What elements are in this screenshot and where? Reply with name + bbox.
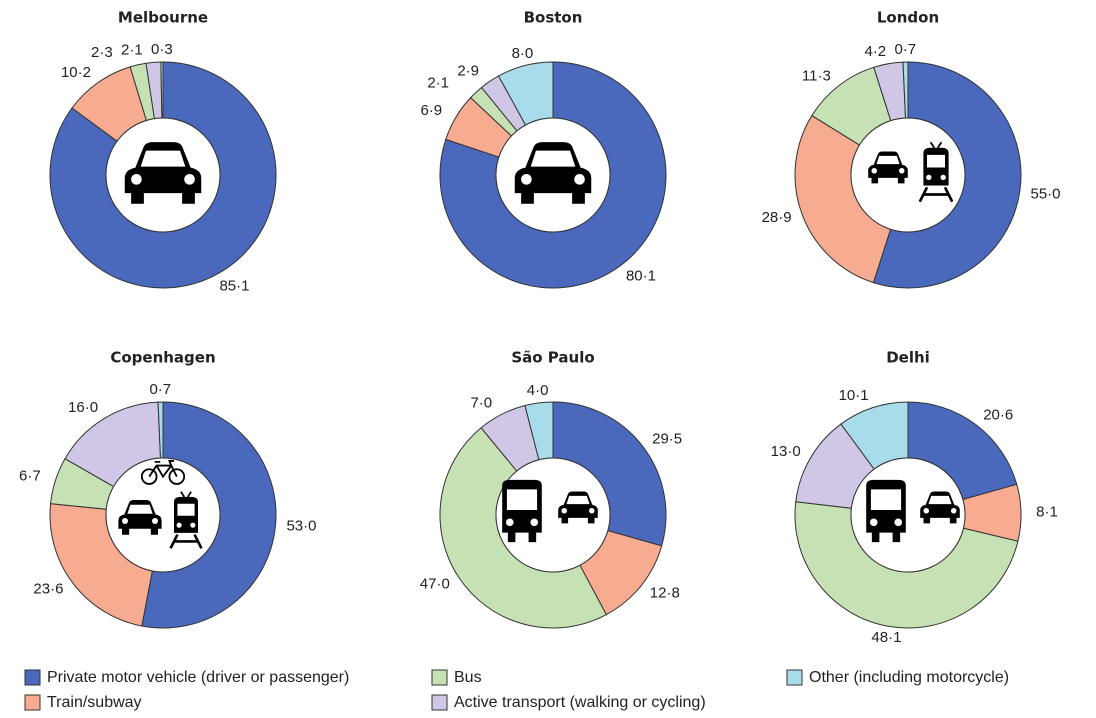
donut-chart: Boston 80·1 6·9 2·1 2·9 8·0 xyxy=(420,9,667,289)
value-label: 11·3 xyxy=(802,67,831,84)
value-label: 48·1 xyxy=(871,629,901,646)
value-label: 8·0 xyxy=(512,45,534,62)
value-label: 10·2 xyxy=(61,64,91,81)
legend-swatch xyxy=(786,669,803,686)
value-label: 0·7 xyxy=(149,381,171,398)
value-label: 53·0 xyxy=(286,518,316,535)
chart-title: Delhi xyxy=(886,349,930,367)
donut-hole xyxy=(105,457,221,573)
legend-swatch xyxy=(24,694,41,711)
legend-label: Other (including motorcycle) xyxy=(809,669,1009,686)
chart-title: London xyxy=(877,9,939,27)
legend-label: Train/subway xyxy=(47,694,142,711)
value-label: 4·0 xyxy=(527,382,549,399)
value-label: 12·8 xyxy=(650,584,680,601)
value-label: 8·1 xyxy=(1036,503,1058,520)
value-label: 2·9 xyxy=(457,62,479,79)
value-label: 20·6 xyxy=(983,406,1013,423)
value-label: 0·3 xyxy=(151,41,173,58)
value-label: 2·1 xyxy=(427,75,449,92)
value-label: 6·9 xyxy=(420,102,442,119)
value-label: 29·5 xyxy=(652,431,682,448)
value-label: 23·6 xyxy=(33,581,63,598)
donut-chart: Copenhagen 53·0 23·6 6·7 16·0 0·7 xyxy=(19,349,316,629)
legend-swatch xyxy=(431,694,448,711)
legend-label: Private motor vehicle (driver or passeng… xyxy=(47,669,349,686)
chart-title: Copenhagen xyxy=(110,349,215,367)
value-label: 10·1 xyxy=(839,387,869,404)
legend-label: Active transport (walking or cycling) xyxy=(454,694,706,711)
chart-title: Melbourne xyxy=(118,9,208,27)
value-label: 85·1 xyxy=(219,278,249,295)
donut-hole xyxy=(850,117,966,233)
value-label: 13·0 xyxy=(771,443,801,460)
donut-chart: Melbourne 85·1 10·22·3 2·1 0·3 xyxy=(49,9,277,295)
donut-chart: São Paulo 29·5 12·8 47·0 7·0 4·0 xyxy=(420,349,682,629)
value-label: 7·0 xyxy=(470,395,492,412)
value-label: 55·0 xyxy=(1031,185,1061,202)
legend-label: Bus xyxy=(454,669,482,686)
value-label: 16·0 xyxy=(68,399,98,416)
value-label: 6·7 xyxy=(19,468,41,485)
value-label: 0·7 xyxy=(894,41,916,58)
legend-swatch xyxy=(24,669,41,686)
value-label: 4·2 xyxy=(864,43,886,60)
value-label: 28·9 xyxy=(762,209,792,226)
value-label: 80·1 xyxy=(626,267,656,284)
chart-title: São Paulo xyxy=(511,349,594,367)
value-label: 2·1 xyxy=(121,41,143,58)
value-label: 47·0 xyxy=(420,576,450,593)
donut-chart: Delhi 20·6 8·1 48·1 13·0 10·1 xyxy=(771,349,1058,647)
chart-title: Boston xyxy=(524,9,583,27)
legend-swatch xyxy=(431,669,448,686)
value-label: 2·3 xyxy=(91,44,113,61)
donut-chart: London 55·0 28·9 11·3 4·2 0·7 xyxy=(762,9,1061,289)
